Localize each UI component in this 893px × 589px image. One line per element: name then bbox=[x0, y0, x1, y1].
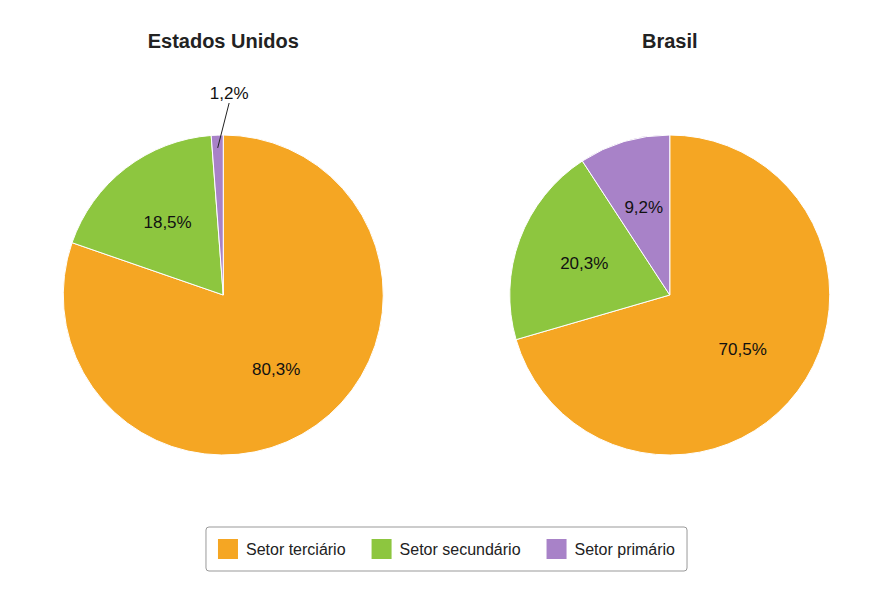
label-leader bbox=[218, 103, 229, 148]
legend-swatch bbox=[547, 539, 567, 559]
legend-frame bbox=[206, 527, 687, 571]
legend-entry: Setor primário bbox=[575, 541, 676, 558]
pie-slice: Setor terciário bbox=[63, 135, 383, 455]
pie-slice: Setor secundário bbox=[72, 135, 223, 295]
pie-chart: Estados Unidos Setor terciário80,3% Setor … bbox=[63, 30, 383, 455]
legend-entry: Setor terciário bbox=[246, 541, 346, 558]
data-label: 9,2% bbox=[624, 198, 663, 217]
data-label: 80,3% bbox=[252, 360, 300, 379]
legend-swatch bbox=[218, 539, 238, 559]
data-label: 1,2% bbox=[210, 84, 249, 103]
legend-swatch bbox=[372, 539, 392, 559]
pie-slice: Setor primário bbox=[582, 135, 669, 295]
chart-title: Brasil bbox=[642, 30, 698, 52]
legend-entry: Setor secundário bbox=[400, 541, 521, 558]
chart-canvas: Estados UnidosSetor terciário80,3%Setor … bbox=[0, 0, 893, 589]
data-label: 20,3% bbox=[560, 254, 608, 273]
data-label: 18,5% bbox=[143, 213, 191, 232]
pie-slice: Setor primário bbox=[211, 135, 223, 295]
chart-title: Estados Unidos bbox=[148, 30, 299, 52]
data-label: 70,5% bbox=[719, 340, 767, 359]
pie-chart: BrasilSetor terciário70,5%Setor secundár… bbox=[510, 30, 830, 455]
legend: Setor terciário Setor secundário Setor pri… bbox=[206, 527, 687, 571]
